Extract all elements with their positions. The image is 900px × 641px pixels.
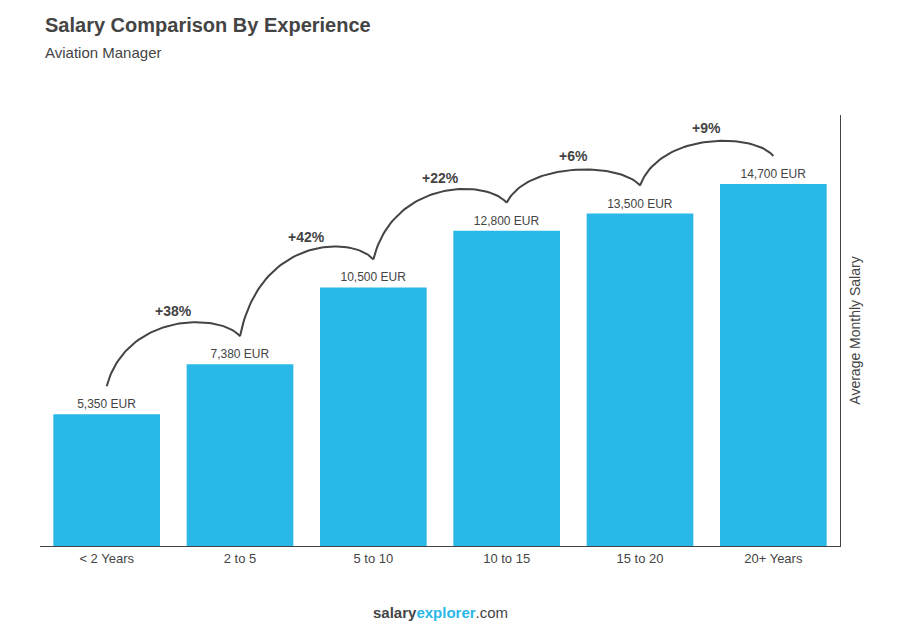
svg-text:14,700 EUR: 14,700 EUR: [740, 167, 806, 181]
svg-text:salaryexplorer.com: salaryexplorer.com: [373, 604, 508, 621]
svg-text:+38%: +38%: [155, 303, 192, 319]
svg-text:2 to 5: 2 to 5: [224, 551, 257, 566]
svg-text:+6%: +6%: [559, 148, 588, 164]
svg-text:< 2 Years: < 2 Years: [79, 551, 134, 566]
svg-text:15 to 20: 15 to 20: [617, 551, 664, 566]
svg-text:Salary Comparison By Experienc: Salary Comparison By ExperienceAviation …: [45, 14, 371, 61]
svg-text:+9%: +9%: [692, 120, 721, 136]
svg-text:5,350 EUR: 5,350 EUR: [77, 397, 136, 411]
svg-text:13,500 EUR: 13,500 EUR: [607, 197, 673, 211]
svg-text:7,380 EUR: 7,380 EUR: [210, 347, 269, 361]
svg-text:12,800 EUR: 12,800 EUR: [474, 214, 540, 228]
svg-text:10,500 EUR: 10,500 EUR: [340, 270, 406, 284]
svg-text:Average Monthly Salary: Average Monthly Salary: [847, 256, 863, 404]
svg-text:20+ Years: 20+ Years: [744, 551, 803, 566]
svg-text:10 to 15: 10 to 15: [483, 551, 530, 566]
svg-text:5 to 10: 5 to 10: [353, 551, 393, 566]
svg-text:+42%: +42%: [288, 229, 325, 245]
svg-text:+22%: +22%: [422, 170, 459, 186]
